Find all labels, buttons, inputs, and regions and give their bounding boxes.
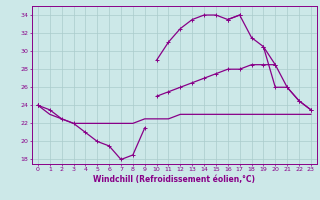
- X-axis label: Windchill (Refroidissement éolien,°C): Windchill (Refroidissement éolien,°C): [93, 175, 255, 184]
